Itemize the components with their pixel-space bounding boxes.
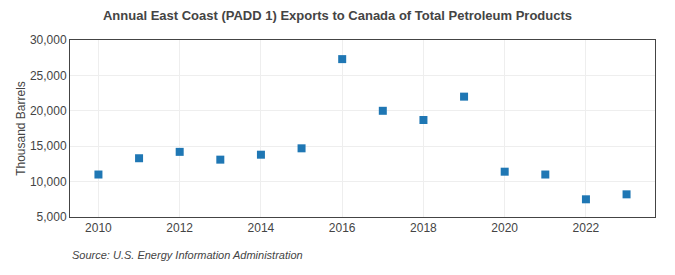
- svg-text:2012: 2012: [166, 221, 193, 235]
- svg-text:2022: 2022: [573, 221, 600, 235]
- svg-text:30,000: 30,000: [30, 33, 67, 47]
- svg-text:Source: U.S. Energy Informatio: Source: U.S. Energy Information Administ…: [72, 249, 303, 261]
- svg-text:2020: 2020: [491, 221, 518, 235]
- svg-text:25,000: 25,000: [30, 69, 67, 83]
- svg-text:20,000: 20,000: [30, 104, 67, 118]
- svg-text:Annual East Coast (PADD 1) Exp: Annual East Coast (PADD 1) Exports to Ca…: [103, 8, 572, 23]
- svg-text:2018: 2018: [410, 221, 437, 235]
- svg-text:10,000: 10,000: [30, 175, 67, 189]
- svg-text:15,000: 15,000: [30, 139, 67, 153]
- svg-text:5,000: 5,000: [37, 210, 67, 224]
- svg-text:2010: 2010: [85, 221, 112, 235]
- svg-text:Thousand Barrels: Thousand Barrels: [14, 81, 28, 176]
- svg-text:2016: 2016: [329, 221, 356, 235]
- svg-text:2014: 2014: [248, 221, 275, 235]
